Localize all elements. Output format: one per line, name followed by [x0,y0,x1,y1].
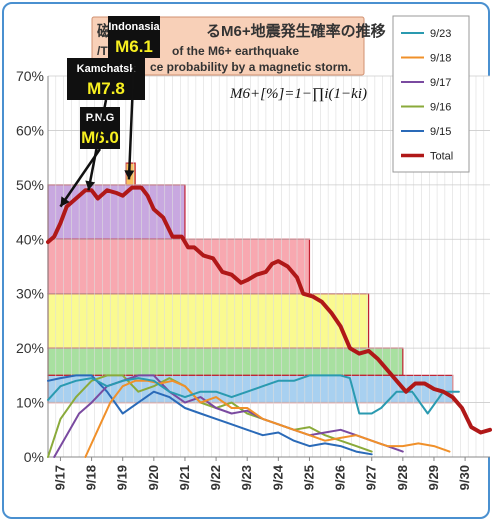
legend-label: 9/18 [430,53,451,65]
legend-label: 9/16 [430,102,451,114]
annotation-arrow [87,99,108,191]
annotation-magnitude: M7.8 [87,79,125,98]
title-en-part-1: /T [97,44,108,58]
x-tick-label: 9/24 [270,464,285,490]
y-tick-label: 20% [16,340,44,356]
x-tick-label: 9/28 [395,465,410,490]
series-line-9-17 [53,374,404,458]
y-tick-label: 30% [16,286,44,302]
y-tick-label: 50% [16,177,44,193]
annotation-box [108,16,160,58]
annotation-label: Indonasia [108,21,160,33]
y-tick-label: 40% [16,231,44,247]
x-tick-label: 9/25 [301,465,316,490]
annotation-label: P.N.G [86,112,115,124]
legend-box [392,15,470,173]
annotation-label: Kamchatsk [77,63,137,75]
legend-label: 9/17 [430,77,451,89]
annotation-arrowhead [60,196,70,207]
x-tick-label: 9/23 [239,465,254,490]
y-tick-label: 10% [16,395,44,411]
annotation-magnitude: M6.1 [115,37,153,56]
series-line-total [46,185,492,435]
x-tick-label: 9/17 [52,465,67,490]
x-tick-label: 9/22 [208,465,223,490]
x-tick-label: 9/21 [177,465,192,490]
legend-label: 9/23 [430,28,451,40]
x-tick-label: 9/19 [115,465,130,490]
annotation-magnitude: M6.0 [81,128,119,147]
x-tick-label: 9/26 [333,465,348,490]
series-line-9-16 [47,374,373,458]
y-tick-label: 60% [16,122,44,138]
legend-label: Total [430,151,453,163]
title-en-part-3: ce probability by a magnetic storm. [150,60,351,74]
annotation-arrowhead [85,180,96,191]
y-tick-label: 70% [16,68,44,84]
x-tick-label: 9/29 [426,465,441,490]
y-tick-label: 0% [24,449,44,465]
series-line-9-18 [84,379,451,458]
formula: M6+[%]=1−∏i(1−ki) [229,86,367,102]
series-line-9-15 [47,374,373,456]
x-tick-label: 9/18 [84,465,99,490]
x-tick-label: 9/27 [364,465,379,490]
series-line-9-23 [47,374,460,415]
x-tick-label: 9/30 [457,465,472,490]
legend-label: 9/15 [430,126,451,138]
annotation-arrowhead [124,170,135,180]
title-jp-part-2: るM6+地震発生確率の推移 [206,22,386,40]
probability-band [47,347,404,376]
x-tick-label: 9/20 [146,465,161,490]
title-en-part-2: of the M6+ earthquake [172,44,299,58]
annotation-arrow [127,57,136,180]
